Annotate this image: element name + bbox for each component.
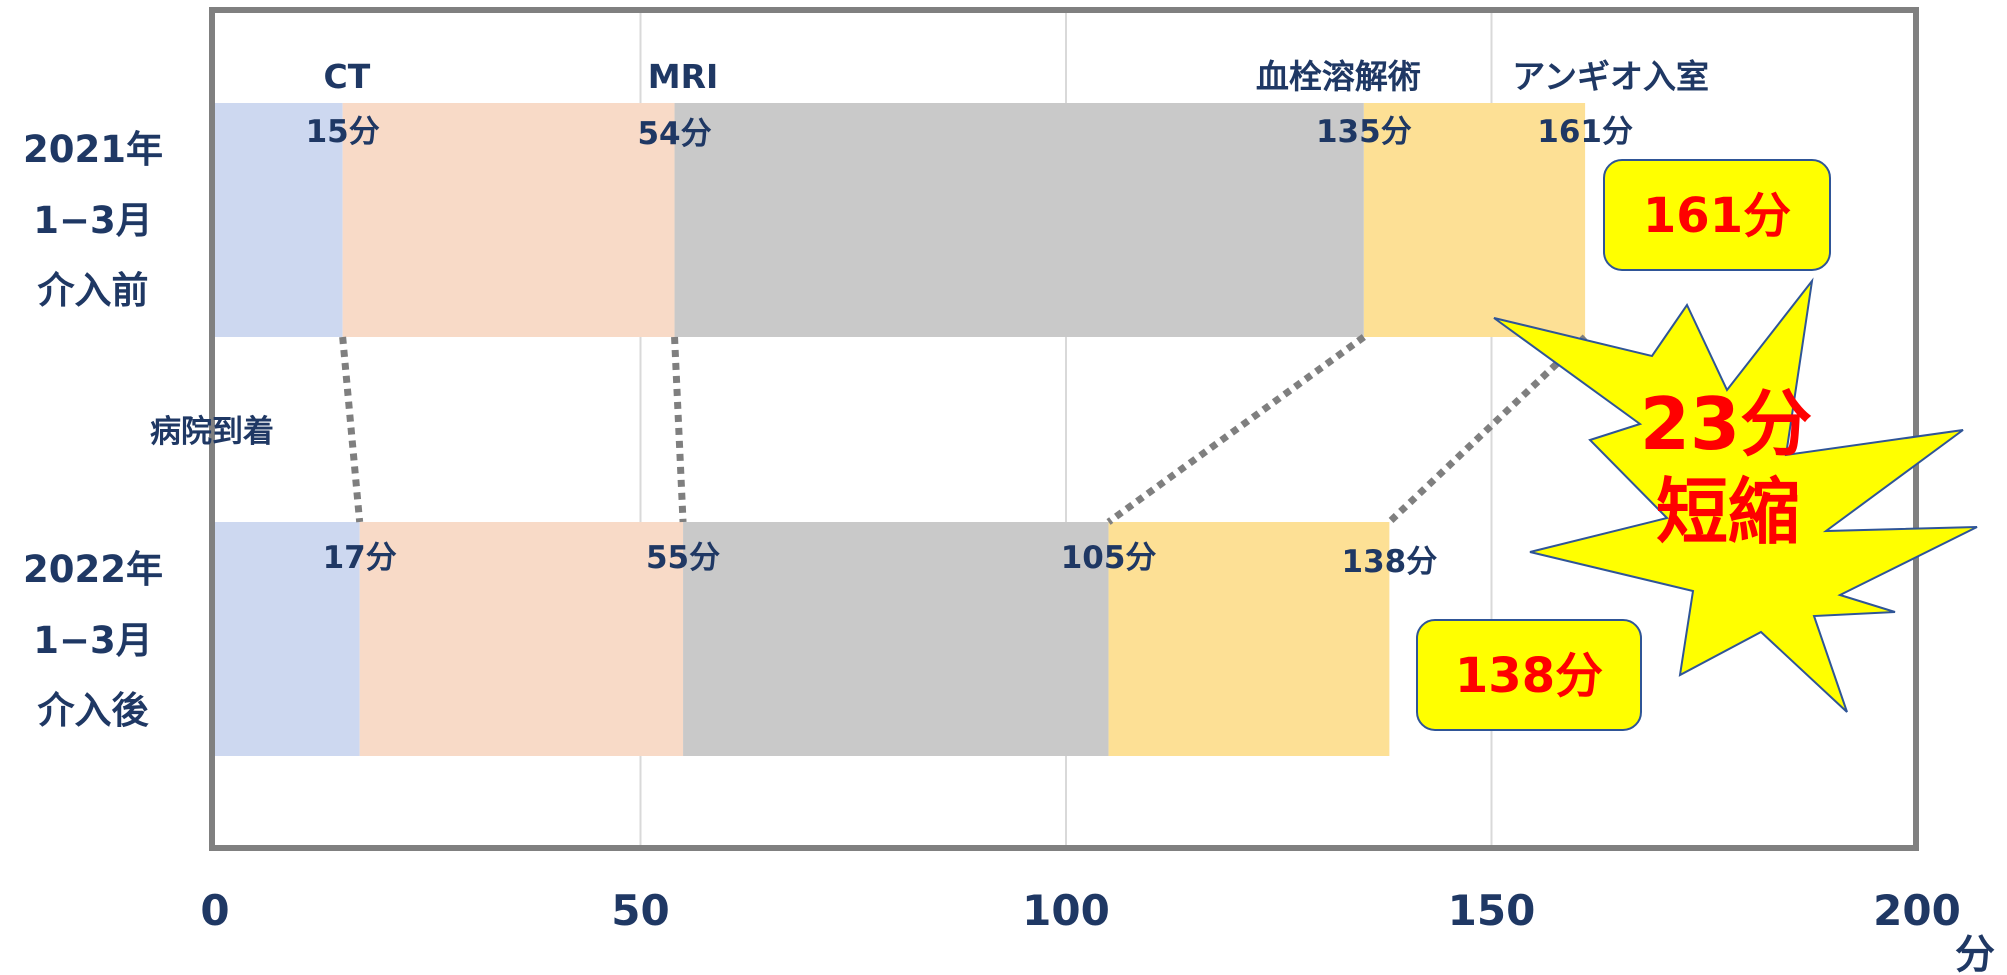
x-unit-label: 分	[1955, 932, 1995, 975]
total-callout-label: 161分	[1643, 188, 1791, 244]
row-label: 1−3月	[33, 199, 153, 242]
value-label: 54分	[637, 116, 711, 152]
milestone-label: 血栓溶解術	[1256, 57, 1421, 96]
total-callout-label: 138分	[1455, 648, 1603, 704]
value-label: 105分	[1061, 540, 1157, 576]
connectors	[339, 334, 1588, 525]
axis-label-left: 病院到着	[150, 414, 274, 450]
milestone-connector	[339, 336, 364, 523]
milestone-connector	[1386, 334, 1588, 525]
milestone-labels: CT MRI 血栓溶解術 アンギオ入室	[324, 57, 1709, 96]
value-label: 138分	[1342, 544, 1438, 580]
value-label: 17分	[323, 540, 397, 576]
milestone-label: MRI	[648, 57, 719, 96]
x-tick-label: 0	[200, 886, 229, 935]
value-label: 161分	[1537, 114, 1633, 150]
bar-segment	[674, 103, 1364, 337]
x-tick-label: 150	[1448, 886, 1536, 935]
value-label: 135分	[1316, 114, 1412, 150]
value-labels: 15分 54分 135分 161分 17分 55分 105分 138分	[306, 114, 1633, 580]
total-callout-box	[1416, 619, 1642, 731]
total-callout-box	[1603, 159, 1831, 271]
bar-segment	[359, 522, 684, 756]
bar-segment	[1363, 103, 1586, 337]
row-label: 2021年	[23, 128, 163, 171]
x-tick-labels: 0 50 100 150 200	[200, 886, 1960, 935]
plot-frame	[209, 7, 1919, 851]
bars	[215, 103, 1586, 756]
value-label: 55分	[646, 540, 720, 576]
bar-segment	[342, 103, 675, 337]
burst-value: 23分	[1640, 382, 1812, 466]
x-tick-label: 100	[1022, 886, 1110, 935]
row-label: 介入前	[38, 269, 149, 312]
row-label: 2022年	[23, 548, 163, 591]
milestone-connector	[671, 336, 687, 523]
row-label: 1−3月	[33, 619, 153, 662]
row-label: 介入後	[38, 689, 150, 732]
bar-segment	[215, 522, 360, 756]
milestone-label: CT	[324, 57, 371, 96]
bar-segment	[1108, 522, 1390, 756]
bar-segment	[215, 103, 343, 337]
x-tick-label: 50	[611, 886, 669, 935]
burst-text: 短縮	[1656, 470, 1800, 554]
bar-segment	[683, 522, 1109, 756]
x-tick-label: 200	[1873, 886, 1961, 935]
milestone-label: アンギオ入室	[1512, 57, 1709, 96]
total-callouts: 161分 138分	[1416, 159, 1831, 731]
burst-shape	[1493, 277, 1978, 713]
value-label: 15分	[306, 114, 380, 150]
milestone-connector	[1106, 334, 1366, 525]
